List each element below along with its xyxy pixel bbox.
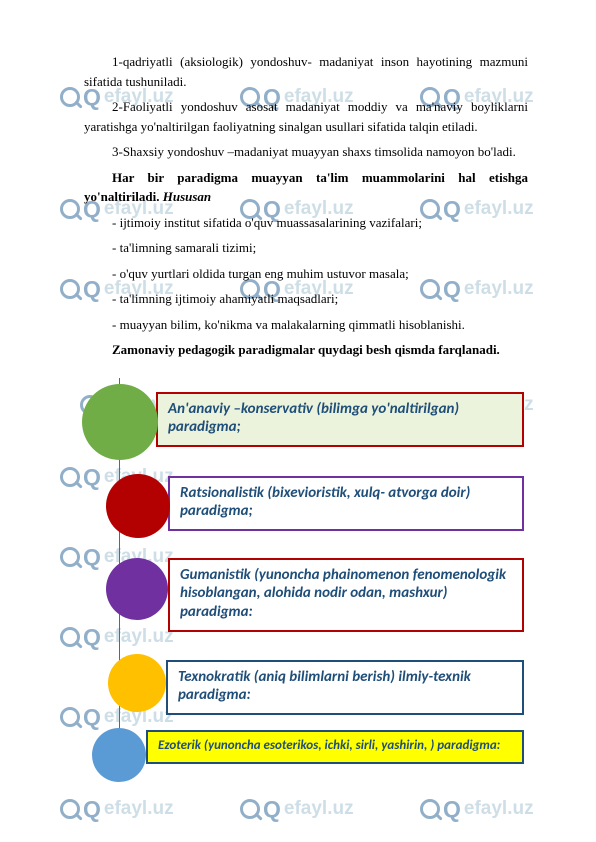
- paragraph-2: 2-Faoliyatli yondoshuv asosat madaniyat …: [84, 97, 528, 136]
- lead-text: Har bir paradigma muayyan ta'lim muammol…: [84, 170, 528, 205]
- bullet-5: - muayyan bilim, ko'nikma va malakalarni…: [84, 315, 528, 335]
- bullet-2: - ta'limning samarali tizimi;: [84, 238, 528, 258]
- card-2-lead: Ratsionalistik: [180, 484, 267, 502]
- diagram-node-5: [92, 728, 146, 782]
- diagram-card-2: Ratsionalistik (bixevioristik, xulq- atv…: [168, 476, 524, 532]
- card-3-text: Gumanistik (yunoncha phainomenon fenomen…: [180, 566, 506, 622]
- diagram-node-4: [108, 654, 166, 712]
- diagram-card-4: Texnokratik (aniq bilimlarni berish) ilm…: [166, 660, 524, 716]
- diagram-card-3: Gumanistik (yunoncha phainomenon fenomen…: [168, 558, 524, 632]
- diagram-node-3: [106, 558, 168, 620]
- bullet-3: - o'quv yurtlari oldida turgan eng muhim…: [84, 264, 528, 284]
- card-1-lead: An'anaviy: [168, 400, 233, 418]
- paragraph-1: 1-qadriyatli (aksiologik) yondoshuv- mad…: [84, 52, 528, 91]
- paradigm-diagram: An'anaviy –konservativ (bilimga yo'nalti…: [84, 378, 528, 798]
- lead-italic: Hususan: [163, 189, 211, 204]
- paragraph-lead: Har bir paradigma muayyan ta'lim muammol…: [84, 168, 528, 207]
- paragraph-3: 3-Shaxsiy yondoshuv –madaniyat muayyan s…: [84, 142, 528, 162]
- diagram-card-1: An'anaviy –konservativ (bilimga yo'nalti…: [156, 392, 524, 448]
- diagram-node-2: [106, 474, 170, 538]
- document-body: 1-qadriyatli (aksiologik) yondoshuv- mad…: [0, 0, 596, 798]
- bullet-4: - ta'limning ijtimoiy ahamiyatli maqsadl…: [84, 289, 528, 309]
- card-5-text: Ezoterik (yunoncha esoterikos, ichki, si…: [158, 738, 500, 753]
- diagram-card-5: Ezoterik (yunoncha esoterikos, ichki, si…: [146, 730, 524, 764]
- subheading: Zamonaviy pedagogik paradigmalar quydagi…: [84, 340, 528, 360]
- bullet-1: - ijtimoiy institut sifatida o'quv muass…: [84, 213, 528, 233]
- card-4-text: Texnokratik (aniq bilimlarni berish) ilm…: [178, 668, 471, 705]
- diagram-node-1: [82, 384, 158, 460]
